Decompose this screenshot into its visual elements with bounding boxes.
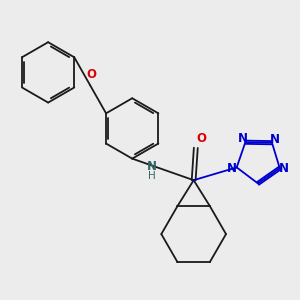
- Text: N: N: [238, 132, 248, 145]
- Text: N: N: [270, 133, 280, 146]
- Text: N: N: [226, 162, 236, 175]
- Text: N: N: [147, 160, 157, 173]
- Text: O: O: [86, 68, 96, 81]
- Text: N: N: [279, 162, 289, 175]
- Text: H: H: [148, 171, 156, 181]
- Text: O: O: [196, 132, 206, 145]
